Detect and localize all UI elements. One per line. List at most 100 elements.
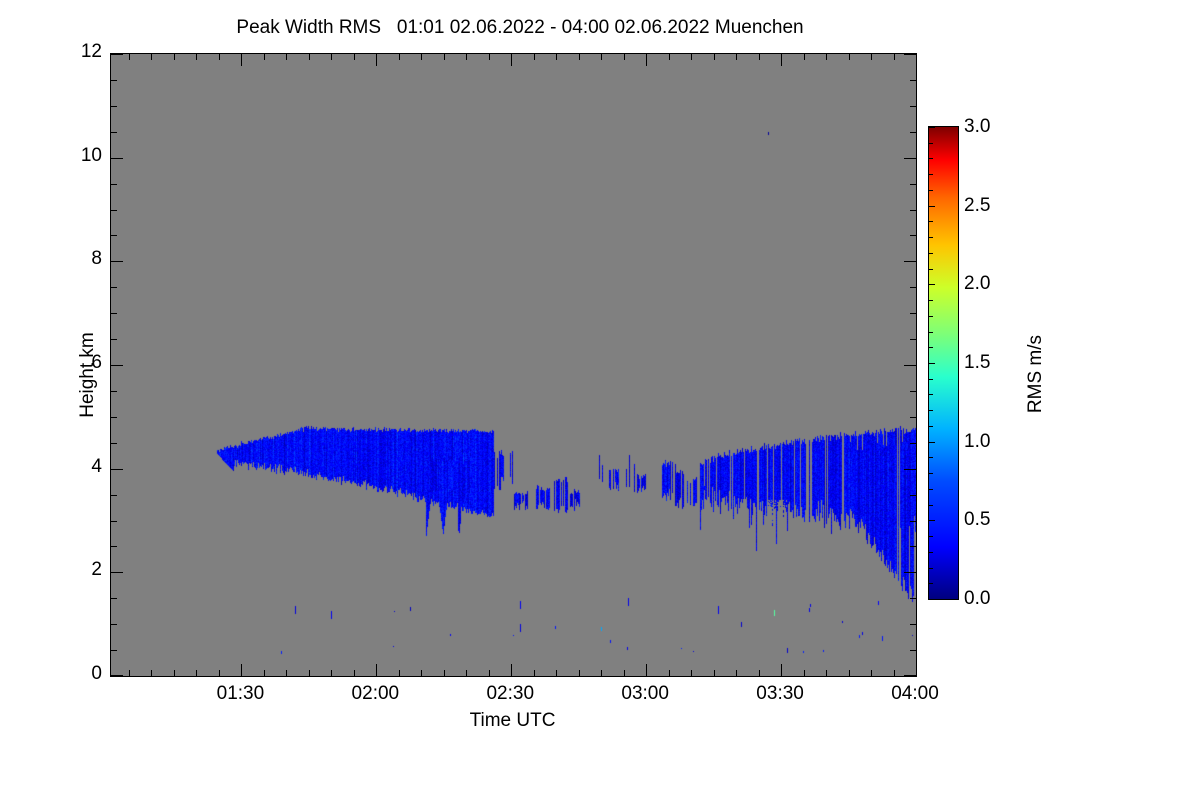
y-major-tick — [111, 158, 123, 159]
y-minor-tick — [111, 132, 117, 133]
y-minor-tick — [111, 417, 117, 418]
y-axis-tick-label: 8 — [91, 248, 102, 270]
y-minor-tick — [111, 495, 117, 496]
y-minor-tick-right — [910, 235, 916, 236]
heatmap-data-layer — [111, 54, 916, 676]
colorbar-minor-tick — [929, 221, 933, 222]
y-minor-tick — [111, 391, 117, 392]
x-major-tick — [781, 664, 782, 676]
y-minor-tick — [111, 80, 117, 81]
x-minor-tick-top — [309, 54, 310, 60]
colorbar-minor-tick — [929, 143, 933, 144]
colorbar-minor-tick — [929, 410, 933, 411]
x-minor-tick — [624, 670, 625, 676]
x-minor-tick-top — [466, 54, 467, 60]
x-minor-tick-top — [174, 54, 175, 60]
y-minor-tick-right — [910, 495, 916, 496]
x-major-tick — [916, 664, 917, 676]
x-axis-tick-label: 02:30 — [486, 683, 535, 704]
colorbar-minor-tick — [929, 190, 933, 191]
x-minor-tick-top — [804, 54, 805, 60]
colorbar-major-tick — [929, 520, 935, 521]
y-minor-tick-right — [910, 417, 916, 418]
y-axis-tick-label: 2 — [91, 559, 102, 581]
x-axis-tick-label: 03:30 — [756, 683, 804, 704]
colorbar-tick-label: 0.5 — [964, 509, 991, 530]
x-minor-tick-top — [736, 54, 737, 60]
y-axis-tick-label: 10 — [80, 144, 102, 166]
x-minor-tick — [264, 670, 265, 676]
page-title: Peak Width RMS 01:01 02.06.2022 - 04:00 … — [236, 17, 804, 38]
colorbar-minor-tick — [929, 174, 933, 175]
colorbar-major-tick — [929, 363, 935, 364]
colorbar-tick-label: 2.5 — [964, 195, 991, 216]
y-axis-tick-label: 6 — [91, 352, 102, 373]
x-minor-tick-top — [331, 54, 332, 60]
x-minor-tick — [894, 670, 895, 676]
y-minor-tick-right — [910, 443, 916, 444]
colorbar-minor-tick — [929, 394, 933, 395]
x-minor-tick — [174, 670, 175, 676]
y-major-tick — [111, 54, 123, 55]
x-axis-tick-label: 04:00 — [891, 683, 939, 704]
x-axis-title: Time UTC — [469, 710, 556, 731]
x-minor-tick-top — [894, 54, 895, 60]
x-minor-tick-top — [151, 54, 152, 60]
colorbar-minor-tick — [929, 332, 933, 333]
colorbar-minor-tick — [929, 269, 933, 270]
y-major-tick-right — [904, 365, 916, 366]
colorbar-major-tick — [929, 127, 935, 128]
y-minor-tick-right — [910, 210, 916, 211]
x-minor-tick-top — [691, 54, 692, 60]
colorbar-major-tick — [929, 206, 935, 207]
colorbar-minor-tick — [929, 158, 933, 159]
x-minor-tick-top — [421, 54, 422, 60]
y-minor-tick — [111, 650, 117, 651]
x-axis-tick-labels: 01:30 02:00 02:30 03:00 03:30 04:00 — [0, 683, 1200, 709]
x-minor-tick — [151, 670, 152, 676]
x-minor-tick-top — [871, 54, 872, 60]
x-minor-tick-top — [624, 54, 625, 60]
plot-area[interactable] — [110, 53, 917, 677]
y-major-tick-right — [904, 469, 916, 470]
x-major-tick-top — [781, 54, 782, 66]
colorbar-major-tick — [929, 599, 935, 600]
x-minor-tick — [444, 670, 445, 676]
x-minor-tick — [556, 670, 557, 676]
y-major-tick — [111, 469, 123, 470]
y-minor-tick — [111, 106, 117, 107]
colorbar-tick-label: 1.0 — [964, 431, 991, 452]
x-axis-tick-label: 03:00 — [621, 683, 669, 704]
y-minor-tick-right — [910, 80, 916, 81]
colorbar-minor-tick — [929, 489, 933, 490]
colorbar-minor-tick — [929, 505, 933, 506]
y-minor-tick — [111, 443, 117, 444]
x-minor-tick — [534, 670, 535, 676]
x-minor-tick-top — [489, 54, 490, 60]
x-minor-tick — [714, 670, 715, 676]
y-minor-tick — [111, 184, 117, 185]
x-minor-tick — [196, 670, 197, 676]
colorbar-minor-tick — [929, 552, 933, 553]
x-major-tick-top — [241, 54, 242, 66]
x-minor-tick — [871, 670, 872, 676]
colorbar[interactable]: 0.0 0.5 1.0 1.5 2.0 2.5 3.0 — [928, 116, 990, 609]
x-minor-tick — [849, 670, 850, 676]
y-minor-tick-right — [910, 132, 916, 133]
y-minor-tick — [111, 339, 117, 340]
x-minor-tick-top — [219, 54, 220, 60]
x-major-tick-top — [646, 54, 647, 66]
x-minor-tick — [309, 670, 310, 676]
colorbar-tick-label: 2.0 — [964, 273, 991, 294]
x-minor-tick-top — [286, 54, 287, 60]
x-major-tick-top — [376, 54, 377, 66]
colorbar-minor-tick — [929, 583, 933, 584]
y-major-tick — [111, 675, 123, 676]
x-major-tick-top — [916, 54, 917, 66]
x-minor-tick — [331, 670, 332, 676]
y-axis-tick-label: 12 — [80, 41, 102, 62]
x-minor-tick-top — [849, 54, 850, 60]
x-minor-tick — [759, 670, 760, 676]
x-minor-tick-top — [399, 54, 400, 60]
x-minor-tick — [669, 670, 670, 676]
